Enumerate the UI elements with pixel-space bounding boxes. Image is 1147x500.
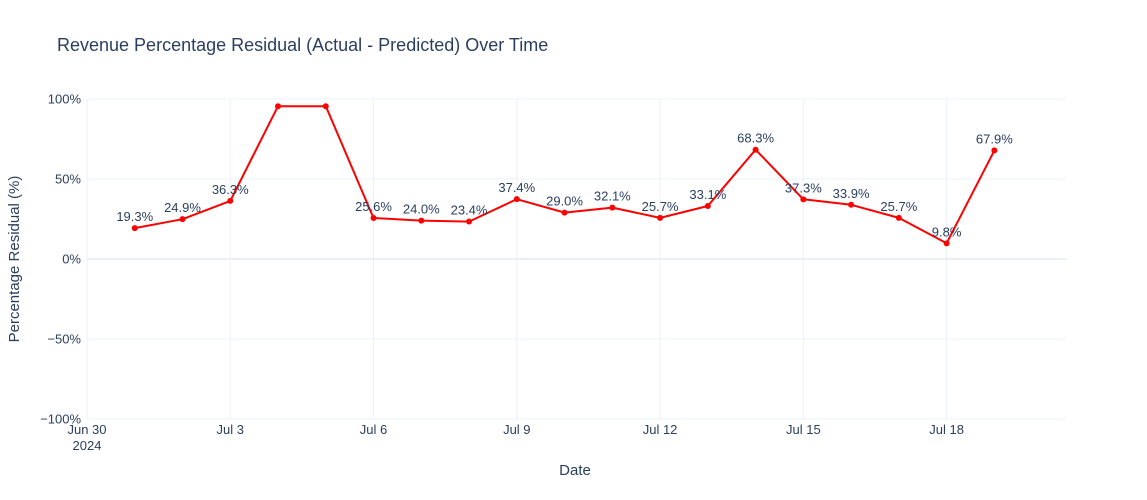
data-labels: 19.3% 24.9% 36.3% 25.6% 24.0% 23.4% 37.4% 29.0%…	[116, 131, 1013, 240]
data-point	[322, 103, 329, 110]
data-point	[227, 197, 234, 204]
data-point	[131, 225, 138, 232]
data-point	[370, 215, 377, 222]
y-axis-ticks: 100% 50% 0% −50% −100%	[40, 92, 81, 427]
data-point	[991, 147, 998, 154]
data-point	[418, 217, 425, 224]
data-label: 32.1%	[594, 189, 631, 204]
data-label: 33.9%	[833, 186, 870, 201]
data-label: 23.4%	[451, 203, 488, 218]
data-label: 19.3%	[116, 209, 153, 224]
data-point	[466, 218, 473, 225]
y-axis-title: Percentage Residual (%)	[6, 176, 23, 343]
data-point	[752, 146, 759, 153]
x-tick-label: Jul 18	[929, 422, 964, 437]
x-tick-label: Jun 30	[67, 422, 106, 437]
x-tick-label: Jul 3	[217, 422, 244, 437]
data-point	[704, 203, 711, 210]
chart-title: Revenue Percentage Residual (Actual - Pr…	[57, 35, 548, 55]
data-label: 29.0%	[546, 194, 583, 209]
y-tick-label: 50%	[55, 172, 81, 187]
data-label: 33.1%	[689, 187, 726, 202]
y-tick-label: 100%	[48, 92, 82, 107]
x-tick-label: Jul 6	[360, 422, 387, 437]
x-tick-label: Jul 15	[786, 422, 821, 437]
data-label: 25.6%	[355, 199, 392, 214]
series-line	[134, 105, 996, 245]
data-point	[800, 196, 807, 203]
data-label: 67.9%	[976, 131, 1013, 146]
data-label: 24.0%	[403, 202, 440, 217]
data-label: 25.7%	[642, 199, 679, 214]
y-tick-label: −50%	[47, 332, 81, 347]
grid-layer	[86, 98, 1066, 420]
data-point	[179, 216, 186, 223]
x-tick-label: Jul 9	[503, 422, 530, 437]
data-label: 25.7%	[880, 199, 917, 214]
data-label: 9.8%	[932, 224, 962, 239]
x-tick-label: Jul 12	[643, 422, 678, 437]
data-point	[513, 196, 520, 203]
data-point	[895, 214, 902, 221]
data-label: 37.3%	[785, 180, 822, 195]
y-tick-label: 0%	[62, 252, 81, 267]
series-residual	[131, 103, 998, 247]
data-label: 36.3%	[212, 182, 249, 197]
data-point	[561, 209, 568, 216]
data-point	[609, 204, 616, 211]
data-point	[848, 201, 855, 208]
x-axis-title: Date	[559, 462, 591, 479]
y-tick-label: −100%	[40, 412, 81, 427]
data-label: 37.4%	[498, 180, 535, 195]
data-point	[275, 103, 282, 110]
data-point	[943, 240, 950, 247]
x-tick-year: 2024	[73, 438, 102, 453]
data-point	[657, 214, 664, 221]
data-label: 68.3%	[737, 131, 774, 146]
data-label: 24.9%	[164, 200, 201, 215]
